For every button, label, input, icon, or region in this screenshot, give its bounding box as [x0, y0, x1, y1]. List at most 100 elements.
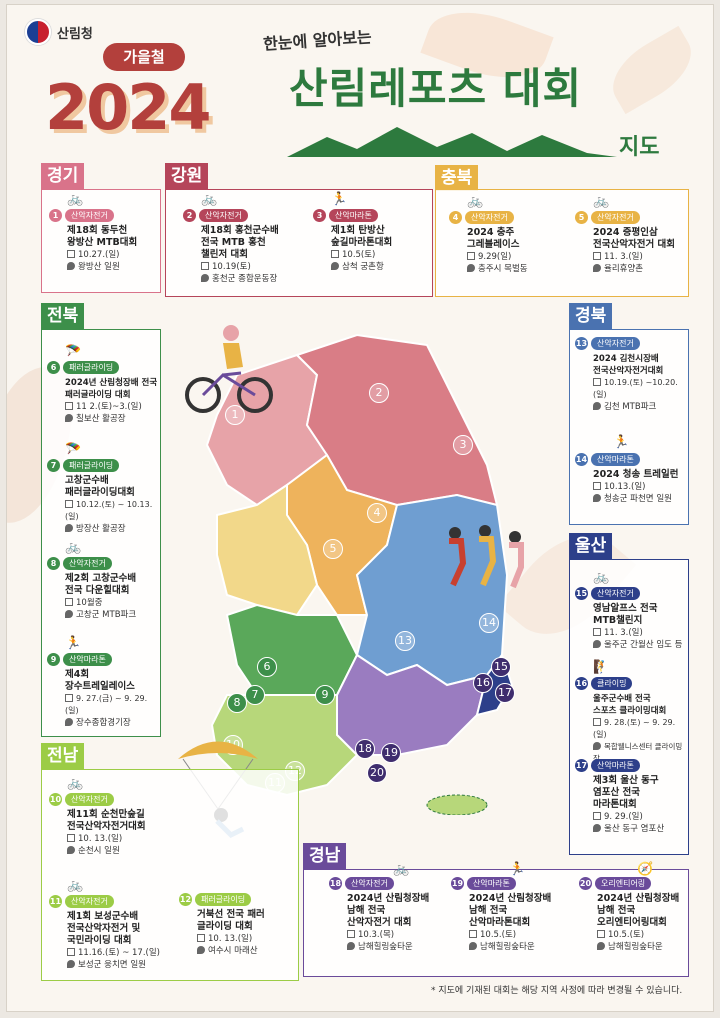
event-date: 11.16.(토) ~ 17.(일): [78, 948, 160, 958]
event-card[interactable]: 🚲 10 산악자전거 제11회 순천만숲길 전국산악자전거대회 10. 13.(일…: [49, 777, 179, 857]
event-place: 여수시 마래산: [208, 946, 258, 956]
event-place: 장수종합경기장: [76, 718, 131, 728]
event-name: 2024년 산림청장배 남해 전국 산악마라톤대회: [469, 893, 552, 928]
map-pin[interactable]: 18: [355, 739, 375, 759]
map-pin[interactable]: 8: [227, 693, 247, 713]
event-number: 20: [579, 877, 592, 890]
event-place: 칠보산 활공장: [76, 414, 126, 424]
map-pin[interactable]: 6: [257, 657, 277, 677]
map-pin[interactable]: 16: [473, 673, 493, 693]
event-place: 홍천군 종합운동장: [212, 274, 278, 284]
event-place: 울산 동구 염포산: [604, 824, 665, 834]
event-card[interactable]: 🚲 5 산악자전거 2024 증평인삼 전국산악자전거 대회 11. 3.(일) …: [575, 195, 689, 275]
map-pin[interactable]: 1: [225, 405, 245, 425]
event-name: 제2회 고창군수배 전국 다운힐대회: [65, 573, 137, 596]
location-pin-icon: [67, 960, 75, 968]
map-pin[interactable]: 7: [245, 685, 265, 705]
event-card[interactable]: 🏃 3 산악마라톤 제1회 탄방산 숲길마라톤대회 10.5(토) 삼척 궁촌항: [313, 193, 429, 273]
calendar-icon: [593, 378, 601, 386]
map-pin[interactable]: 17: [495, 683, 515, 703]
event-name: 제18회 홍천군수배 전국 MTB 홍천 챌린저 대회: [201, 225, 279, 260]
map-pin[interactable]: 15: [491, 657, 511, 677]
page-title: 산림레포츠 대회: [289, 64, 583, 113]
event-place: 율리휴양촌: [604, 264, 644, 274]
event-date: 10.5(토): [342, 250, 376, 260]
event-number: 5: [575, 211, 588, 224]
event-card[interactable]: 🪂 7 패러글라이딩 고창군수배 패러글라이딩대회 10.12.(토) ~ 10.…: [47, 443, 159, 535]
event-name: 제4회 장수트레일레이스: [65, 669, 135, 692]
map-pin[interactable]: 9: [315, 685, 335, 705]
taegeuk-icon: [25, 19, 51, 45]
event-name: 2024 증평인삼 전국산악자전거 대회: [593, 227, 675, 250]
map-pin[interactable]: 2: [369, 383, 389, 403]
event-card[interactable]: 13 산악자전거 2024 김천시장배 전국산악자전거대회 10.19.(토) ~…: [575, 337, 687, 413]
event-card[interactable]: 🪂 6 패러글라이딩 2024년 산림청장배 전국 패러글라이딩 대회 11 2.…: [47, 345, 159, 425]
bike-icon: 🚲: [67, 878, 84, 893]
map-pin[interactable]: 4: [367, 503, 387, 523]
location-pin-icon: [593, 640, 601, 648]
event-card[interactable]: 14 산악마라톤 2024 청송 트레일런 10.13.(일) 청송군 파천면 일…: [575, 453, 687, 505]
event-place: 남해힐링숲타운: [608, 942, 663, 952]
runner-icon: 🏃: [331, 192, 348, 207]
event-card[interactable]: 🚲 18 산악자전거 2024년 산림청장배 남해 전국 산악자전거 대회 10.…: [329, 863, 451, 953]
map-pin[interactable]: 20: [367, 763, 387, 783]
event-card[interactable]: 🚲 15 산악자전거 영남알프스 전국 MTB챌린지 11. 3.(일) 울주군 …: [575, 571, 687, 651]
region-box-gyeongbuk: [569, 329, 689, 525]
event-card[interactable]: 🚲 8 산악자전거 제2회 고창군수배 전국 다운힐대회 10월중 고창군 MTB…: [47, 541, 159, 621]
event-card[interactable]: 🧗 16 클라이밍 울주군수배 전국 스포츠 클라이밍대회 9. 28.(토) ~…: [575, 661, 687, 765]
event-type: 산악마라톤: [467, 877, 516, 890]
location-pin-icon: [593, 494, 601, 502]
region-box-ulsan: [569, 559, 689, 855]
region-label-gyeongnam: 경남: [303, 843, 347, 869]
event-number: 13: [575, 337, 588, 350]
map-region-jeonbuk: [225, 603, 359, 696]
event-type: 산악자전거: [345, 877, 394, 890]
map-pin[interactable]: 3: [453, 435, 473, 455]
map-pin[interactable]: 13: [395, 631, 415, 651]
map-pin[interactable]: 19: [381, 743, 401, 763]
event-card[interactable]: 🏃 19 산악마라톤 2024년 산림청장배 남해 전국 산악마라톤대회 10.5…: [451, 863, 575, 953]
event-name: 2024년 산림청장배 남해 전국 산악자전거 대회: [347, 893, 430, 928]
event-card[interactable]: 🚲 4 산악자전거 2024 충주 그레블레이스 9.29(일) 충주시 목벌동: [449, 195, 567, 275]
region-label-jeonnam: 전남: [41, 743, 85, 769]
event-number: 18: [329, 877, 342, 890]
event-card[interactable]: 🏃 9 산악마라톤 제4회 장수트레일레이스 9. 27.(금) ~ 9. 29.…: [47, 637, 159, 729]
event-name: 제18회 동두천 왕방산 MTB대회: [67, 225, 138, 248]
map-pin[interactable]: 14: [479, 613, 499, 633]
climber-icon: 🧗: [593, 660, 610, 675]
location-pin-icon: [347, 942, 355, 950]
bike-icon: 🚲: [67, 776, 84, 791]
bike-icon: 🚲: [67, 192, 84, 207]
subtitle: 한눈에 알아보는: [262, 27, 373, 54]
event-card[interactable]: 17 산악마라톤 제3회 울산 동구 염포산 전국 마라톤대회 9. 29.(일)…: [575, 759, 687, 835]
event-place: 순천시 일원: [78, 846, 120, 856]
map-region-jeju: [426, 794, 488, 816]
event-date: 11. 3.(일): [604, 628, 643, 638]
event-card[interactable]: 🚲 11 산악자전거 제1회 보성군수배 전국산악자전거 및 국민라이딩 대회 1…: [49, 879, 175, 971]
event-card[interactable]: 🚲 1 산악자전거 제18회 동두천 왕방산 MTB대회 10.27.(일) 왕방…: [49, 193, 157, 273]
leaf-decoration: [600, 25, 704, 115]
calendar-icon: [347, 930, 355, 938]
region-label-gyeonggi: 경기: [41, 163, 85, 189]
event-place: 울주군 간월산 임도 등: [604, 640, 683, 650]
calendar-icon: [65, 694, 73, 702]
bike-icon: 🚲: [593, 570, 610, 585]
region-box-gyeonggi: [41, 189, 161, 293]
event-card[interactable]: 12 패러글라이딩 거북선 전국 패러 글라이딩 대회 10. 13.(일) 여수…: [179, 893, 297, 957]
map-pin[interactable]: 5: [323, 539, 343, 559]
bike-icon: 🚲: [593, 194, 610, 209]
event-type: 산악자전거: [199, 209, 248, 222]
event-type: 산악마라톤: [329, 209, 378, 222]
calendar-icon: [593, 718, 601, 726]
location-pin-icon: [65, 718, 73, 726]
event-type: 산악자전거: [65, 895, 114, 908]
event-type: 패러글라이딩: [63, 361, 120, 374]
calendar-icon: [597, 930, 605, 938]
event-number: 17: [575, 759, 588, 772]
runner-icon: 🏃: [65, 636, 82, 651]
cyclist-illustration: [185, 325, 273, 413]
event-card[interactable]: 🚲 2 산악자전거 제18회 홍천군수배 전국 MTB 홍천 챌린저 대회 10.…: [183, 193, 313, 285]
logo-text: 산림청: [57, 26, 93, 42]
event-number: 16: [575, 677, 588, 690]
event-card[interactable]: 🧭 20 오리엔티어링 2024년 산림청장배 남해 전국 오리엔티어링대회 10…: [579, 863, 687, 953]
